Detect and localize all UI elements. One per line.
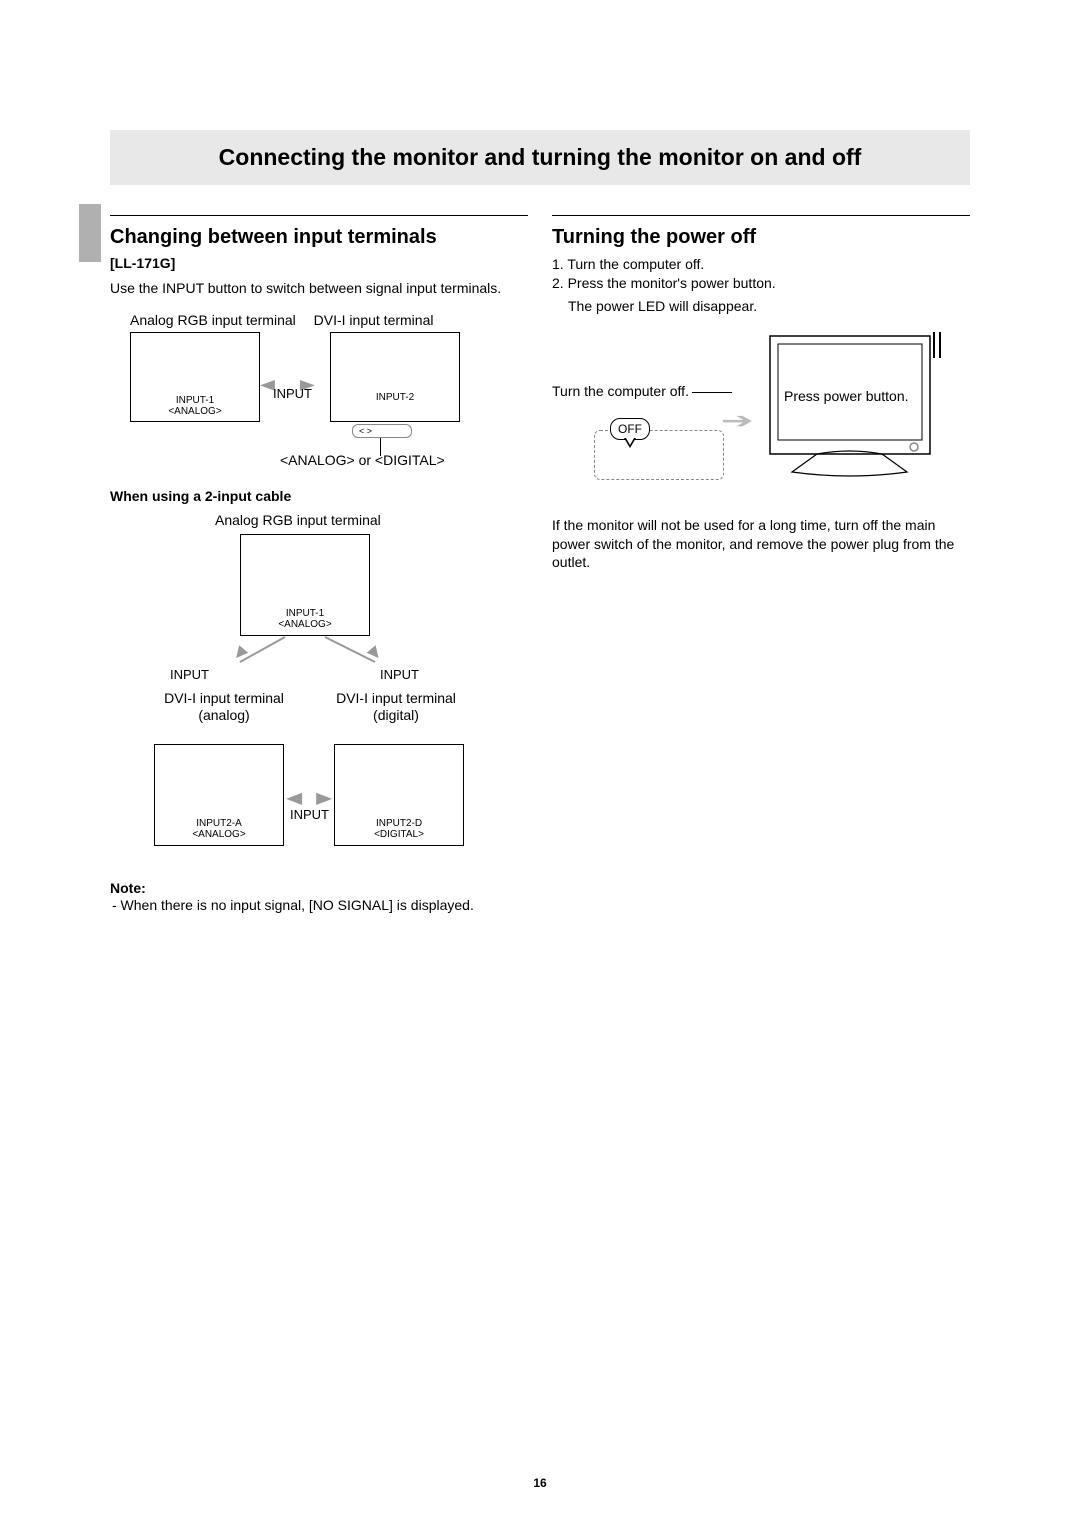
note-label: Note: bbox=[110, 880, 528, 896]
d2-box-bottom-left: INPUT2-A <ANALOG> bbox=[154, 744, 284, 846]
step-2: 2. Press the monitor's power button. bbox=[552, 274, 970, 293]
left-heading: Changing between input terminals bbox=[110, 226, 528, 249]
d3-connector-line bbox=[692, 392, 732, 393]
subheading-2input: When using a 2-input cable bbox=[110, 488, 528, 504]
page-content: Connecting the monitor and turning the m… bbox=[0, 0, 1080, 955]
diagram-power-off: Turn the computer off. OFF ➔ Press power… bbox=[552, 330, 962, 500]
d1-caption-right: DVI-I input terminal bbox=[314, 312, 434, 328]
d3-left-text: Turn the computer off. bbox=[552, 382, 692, 400]
diagram-2input-cable: Analog RGB input terminal INPUT-1 <ANALO… bbox=[140, 512, 480, 862]
d2-br-label: INPUT2-D <DIGITAL> bbox=[335, 818, 463, 840]
divider bbox=[110, 215, 528, 216]
d2-mid-right: DVI-I input terminal (digital) bbox=[326, 690, 466, 724]
d1-box-right-label: INPUT-2 bbox=[331, 392, 459, 403]
d2-input-left: INPUT bbox=[170, 667, 209, 682]
d2-input-right: INPUT bbox=[380, 667, 419, 682]
d2-mid-left: DVI-I input terminal (analog) bbox=[154, 690, 294, 724]
model-label: [LL-171G] bbox=[110, 255, 528, 271]
d2-bl-label: INPUT2-A <ANALOG> bbox=[155, 818, 283, 840]
d2-box-bottom-right: INPUT2-D <DIGITAL> bbox=[334, 744, 464, 846]
monitor-icon bbox=[762, 330, 952, 485]
intro-text: Use the INPUT button to switch between s… bbox=[110, 279, 528, 298]
arrow-right-icon: ➔ bbox=[721, 408, 754, 434]
right-heading: Turning the power off bbox=[552, 226, 970, 249]
note-text: - When there is no input signal, [NO SIG… bbox=[110, 896, 528, 915]
d1-badge: < > bbox=[352, 424, 412, 438]
off-pointer-inner bbox=[626, 438, 634, 445]
step-1: 1. Turn the computer off. bbox=[552, 255, 970, 274]
d1-box-left-label: INPUT-1 <ANALOG> bbox=[131, 395, 259, 417]
diagram-input-switch: INPUT-1 <ANALOG> ◀ ▶ INPUT INPUT-2 < > < bbox=[130, 332, 470, 462]
page-title: Connecting the monitor and turning the m… bbox=[110, 130, 970, 185]
page-number: 16 bbox=[0, 1476, 1080, 1490]
arrow-left-icon: ◀ bbox=[286, 788, 302, 808]
d1-bottom-caption: <ANALOG> or <DIGITAL> bbox=[280, 452, 445, 468]
divider bbox=[552, 215, 970, 216]
d1-box-dvi: INPUT-2 bbox=[330, 332, 460, 422]
side-tab bbox=[79, 204, 101, 262]
off-badge: OFF bbox=[610, 418, 650, 440]
two-column-layout: Changing between input terminals [LL-171… bbox=[110, 215, 970, 915]
left-column: Changing between input terminals [LL-171… bbox=[110, 215, 528, 915]
step-2b: The power LED will disappear. bbox=[552, 297, 970, 316]
arrow-right-icon: ▶ bbox=[316, 788, 332, 808]
d1-caption-left: Analog RGB input terminal bbox=[130, 312, 296, 328]
d1-input-label: INPUT bbox=[273, 386, 312, 401]
closing-text: If the monitor will not be used for a lo… bbox=[552, 516, 970, 573]
d3-right-text: Press power button. bbox=[784, 388, 909, 404]
right-column: Turning the power off 1. Turn the comput… bbox=[552, 215, 970, 915]
diagram1-top-captions: Analog RGB input terminal DVI-I input te… bbox=[110, 312, 528, 328]
power-off-steps: 1. Turn the computer off. 2. Press the m… bbox=[552, 255, 970, 293]
d1-box-analog: INPUT-1 <ANALOG> bbox=[130, 332, 260, 422]
d2-input-bottom: INPUT bbox=[290, 807, 329, 822]
